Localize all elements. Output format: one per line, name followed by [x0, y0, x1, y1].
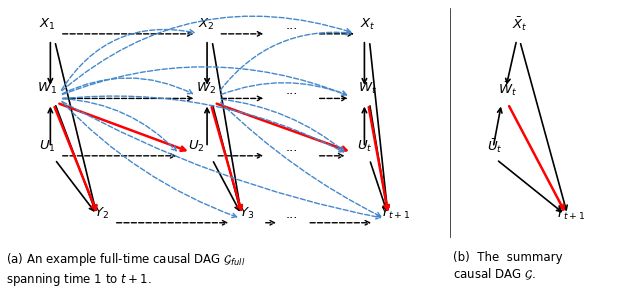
FancyArrowPatch shape	[62, 102, 237, 218]
FancyArrowPatch shape	[362, 43, 367, 83]
Text: $W_2$: $W_2$	[196, 81, 216, 96]
FancyArrowPatch shape	[220, 102, 381, 217]
FancyArrowPatch shape	[63, 32, 192, 36]
FancyArrowPatch shape	[214, 162, 239, 210]
FancyArrowPatch shape	[62, 16, 351, 91]
FancyArrowPatch shape	[319, 154, 343, 158]
FancyArrowPatch shape	[63, 96, 192, 101]
Text: ...: ...	[285, 208, 298, 221]
FancyArrowPatch shape	[63, 96, 344, 152]
FancyArrowPatch shape	[266, 220, 275, 225]
FancyArrowPatch shape	[319, 96, 346, 101]
FancyArrowPatch shape	[370, 44, 389, 210]
FancyArrowPatch shape	[370, 106, 388, 210]
FancyArrowPatch shape	[63, 99, 176, 151]
FancyArrowPatch shape	[319, 32, 353, 36]
Text: $W_t$: $W_t$	[358, 81, 377, 96]
FancyArrowPatch shape	[48, 43, 52, 83]
FancyArrowPatch shape	[213, 106, 241, 210]
Text: $U_2$: $U_2$	[188, 139, 205, 154]
FancyArrowPatch shape	[520, 44, 567, 210]
FancyArrowPatch shape	[362, 108, 367, 145]
FancyArrowPatch shape	[60, 104, 186, 151]
FancyArrowPatch shape	[499, 161, 561, 211]
Text: $X_1$: $X_1$	[39, 17, 56, 32]
Text: (a) An example full-time causal DAG $\mathcal{G}_{full}$
spanning time 1 to $t+1: (a) An example full-time causal DAG $\ma…	[6, 251, 245, 288]
FancyArrowPatch shape	[310, 220, 369, 225]
FancyArrowPatch shape	[48, 108, 52, 145]
FancyArrowPatch shape	[205, 43, 209, 83]
FancyArrowPatch shape	[371, 162, 387, 210]
Text: $U_1$: $U_1$	[39, 139, 56, 154]
Text: $\bar{Y}_{t+1}$: $\bar{Y}_{t+1}$	[556, 204, 586, 222]
Text: ...: ...	[285, 19, 298, 32]
FancyArrowPatch shape	[63, 67, 346, 95]
FancyArrowPatch shape	[493, 108, 502, 145]
FancyArrowPatch shape	[218, 154, 262, 158]
Text: $X_t$: $X_t$	[360, 17, 376, 32]
FancyArrowPatch shape	[509, 106, 564, 209]
Text: $Y_{t+1}$: $Y_{t+1}$	[380, 206, 410, 221]
FancyArrowPatch shape	[221, 96, 262, 101]
Text: $U_t$: $U_t$	[356, 139, 372, 154]
FancyArrowPatch shape	[220, 30, 351, 90]
FancyArrowPatch shape	[369, 107, 389, 210]
FancyArrowPatch shape	[212, 44, 242, 210]
FancyArrowPatch shape	[63, 154, 175, 158]
Text: ...: ...	[285, 84, 298, 97]
FancyArrowPatch shape	[62, 102, 380, 219]
FancyArrowPatch shape	[56, 106, 95, 210]
Text: $Y_3$: $Y_3$	[239, 206, 255, 221]
Text: $W_1$: $W_1$	[37, 81, 57, 96]
FancyArrowPatch shape	[62, 78, 193, 94]
Text: $X_2$: $X_2$	[198, 17, 214, 32]
Text: $\bar{U}_t$: $\bar{U}_t$	[486, 137, 502, 155]
FancyArrowPatch shape	[205, 108, 209, 145]
FancyArrowPatch shape	[54, 107, 96, 210]
FancyArrowPatch shape	[61, 30, 194, 90]
Text: $\bar{X}_t$: $\bar{X}_t$	[512, 15, 528, 33]
FancyArrowPatch shape	[221, 32, 262, 36]
FancyArrowPatch shape	[212, 107, 242, 210]
FancyArrowPatch shape	[221, 83, 346, 95]
FancyArrowPatch shape	[56, 162, 94, 211]
Text: ...: ...	[285, 141, 298, 154]
Text: $\bar{W}_t$: $\bar{W}_t$	[497, 80, 516, 98]
FancyArrowPatch shape	[221, 99, 344, 151]
FancyArrowPatch shape	[506, 43, 516, 83]
FancyArrowPatch shape	[116, 220, 227, 225]
FancyArrowPatch shape	[217, 104, 346, 151]
Text: (b)  The  summary
causal DAG $\mathcal{G}$.: (b) The summary causal DAG $\mathcal{G}$…	[453, 251, 563, 282]
FancyArrowPatch shape	[56, 44, 97, 210]
Text: $Y_2$: $Y_2$	[93, 206, 109, 221]
